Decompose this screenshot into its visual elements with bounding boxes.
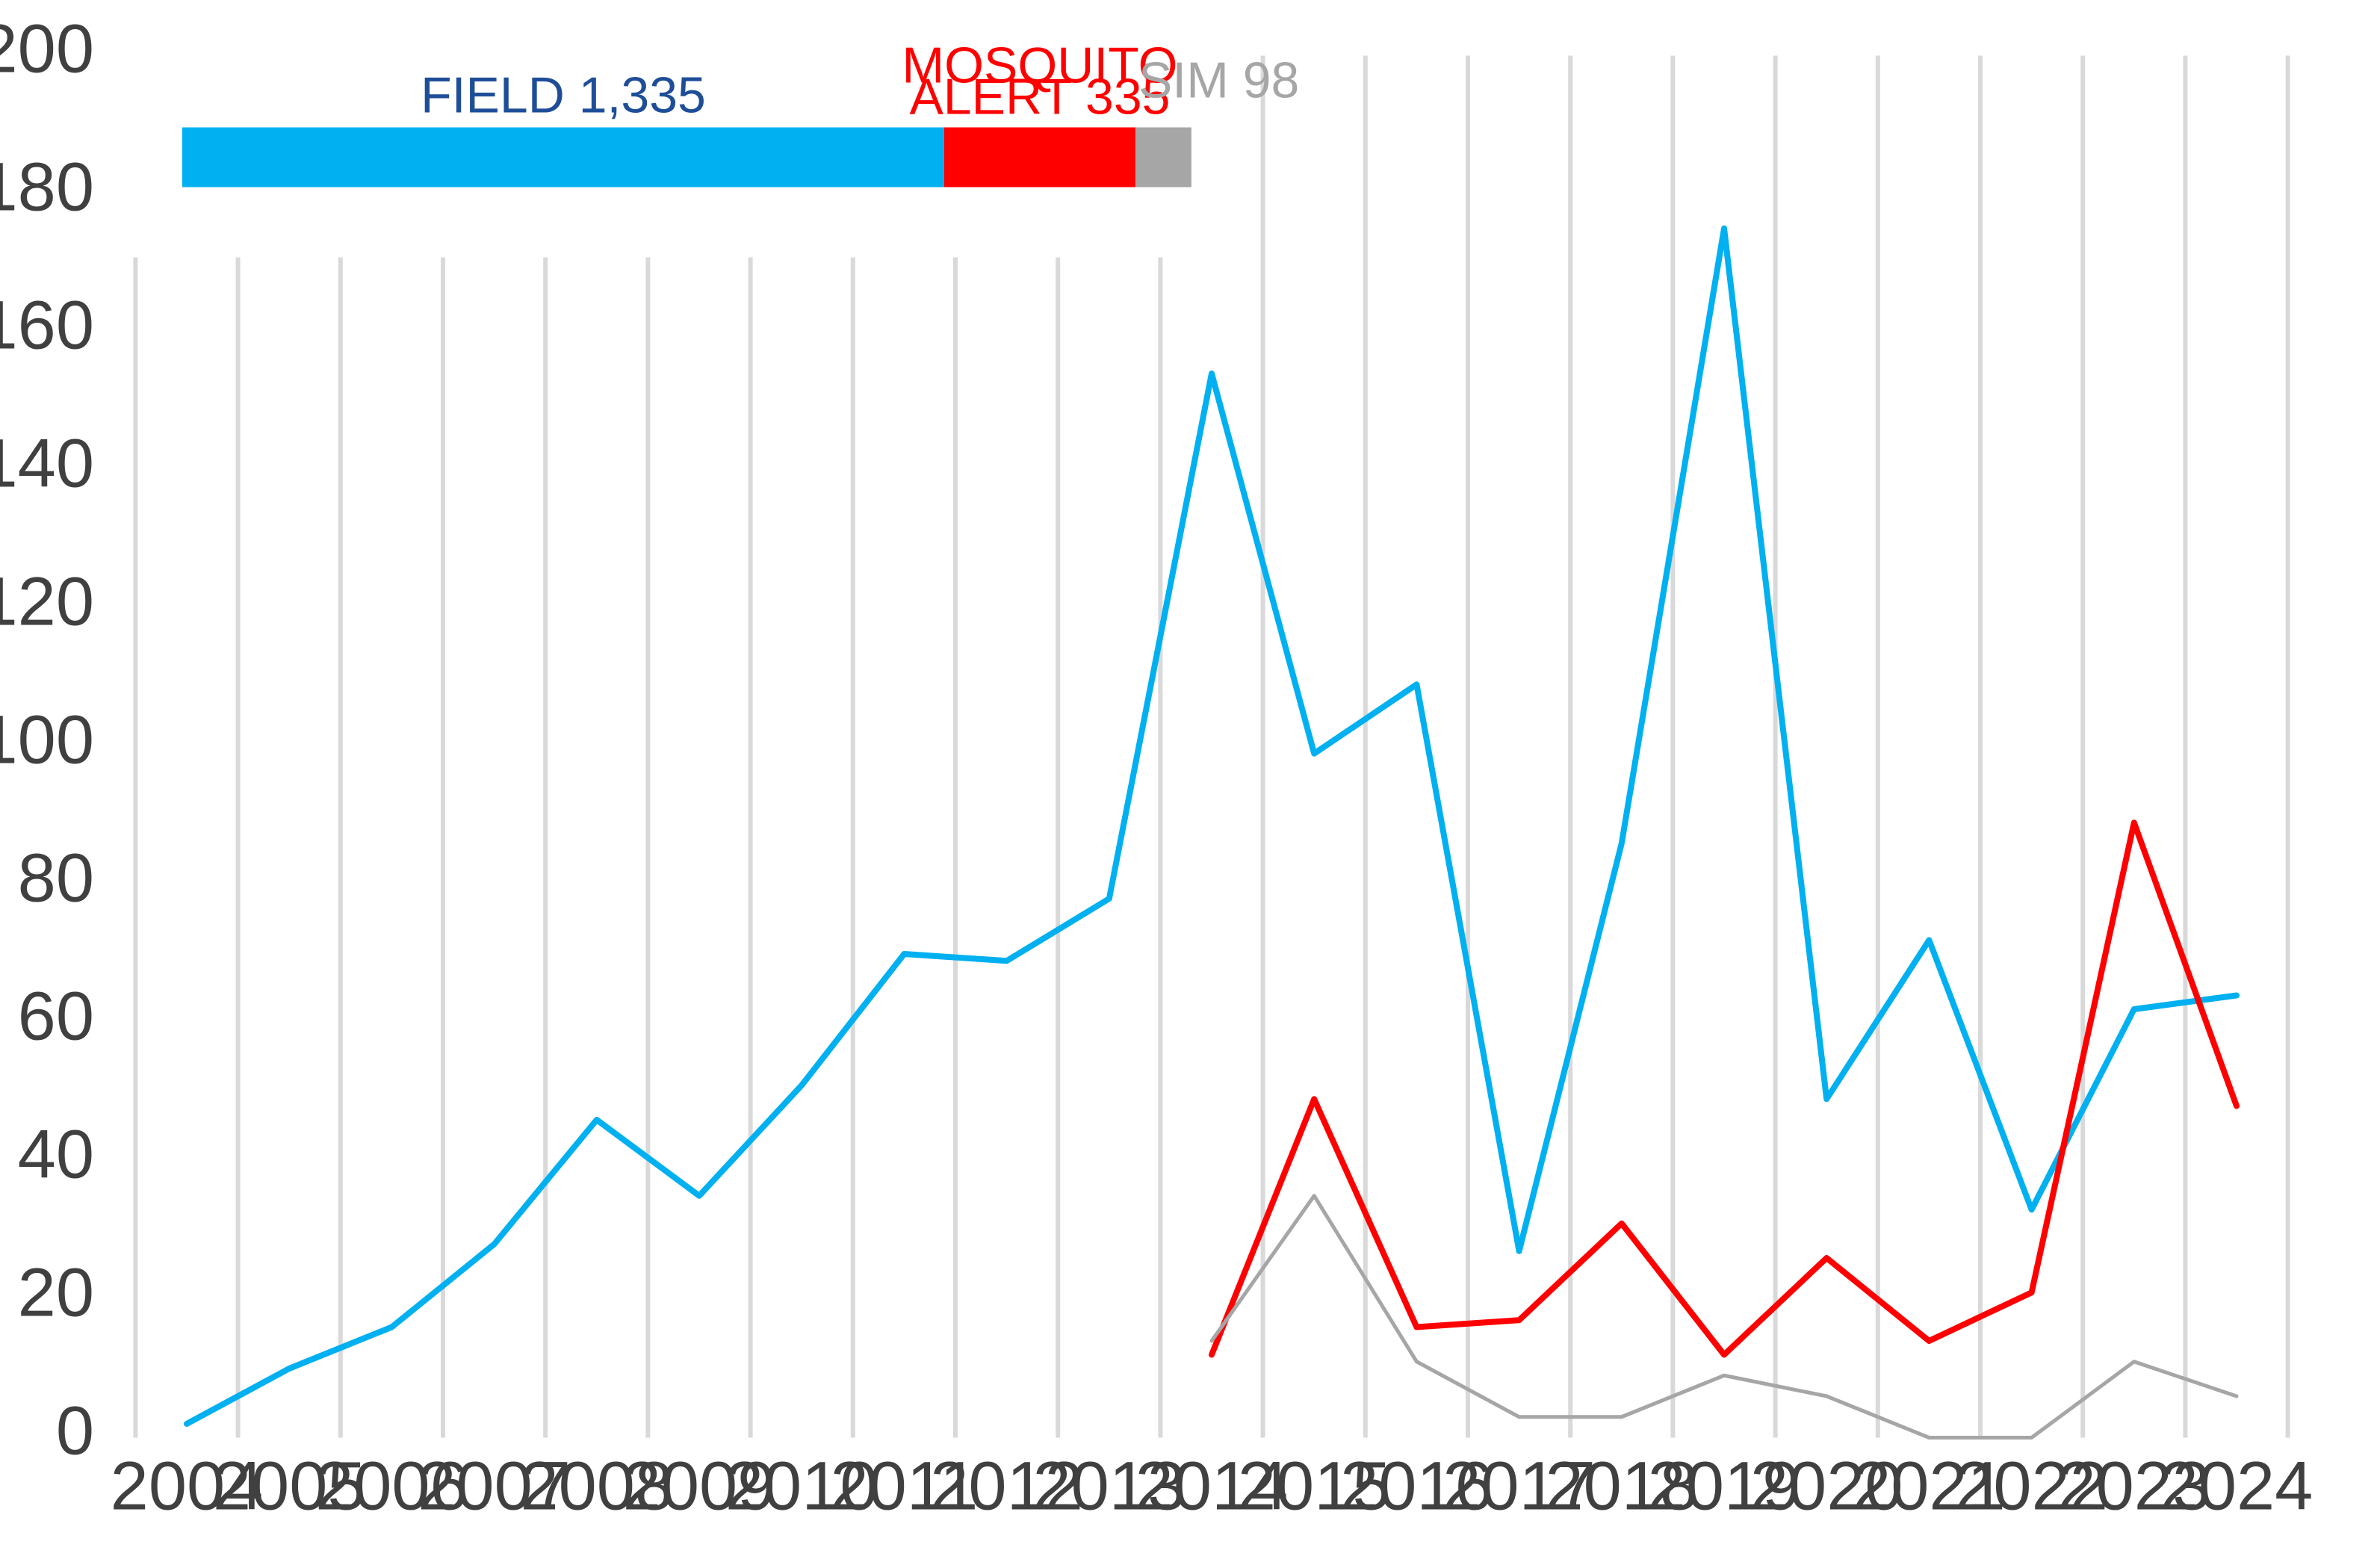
series-line-sim bbox=[1209, 1194, 2239, 1440]
series-line-field bbox=[184, 225, 2240, 1427]
x-tick-label: 2008 bbox=[520, 1448, 673, 1525]
summary-segment-field bbox=[182, 127, 944, 188]
y-tick-label: 0 bbox=[56, 1393, 94, 1469]
y-axis: 0 20 40 60 80 100 120 140 160 180 200 bbox=[0, 11, 94, 1469]
x-axis: 2004200520062007200820092010201120122013… bbox=[111, 1448, 2314, 1525]
x-tick-label: 2009 bbox=[623, 1448, 776, 1525]
y-tick-label: 20 bbox=[18, 1255, 94, 1331]
summary-segment-mosquito-alert bbox=[944, 127, 1135, 188]
y-tick-label: 60 bbox=[18, 979, 94, 1055]
summary-segment-sim bbox=[1135, 127, 1191, 188]
x-tick-label: 2018 bbox=[1545, 1448, 1698, 1525]
summary-label-mosquito-alert: MOSQUITO ALERT 335 bbox=[902, 37, 1177, 125]
y-tick-label: 140 bbox=[0, 426, 94, 502]
summary-label-line: SIM 98 bbox=[1138, 52, 1299, 109]
x-tick-label: 2004 bbox=[111, 1448, 264, 1525]
summary-label-sim: SIM 98 bbox=[1138, 52, 1299, 109]
y-tick-label: 80 bbox=[18, 840, 94, 917]
series-line-mosquito-alert bbox=[1209, 819, 2240, 1358]
x-tick-label: 2020 bbox=[1750, 1448, 1903, 1525]
x-tick-label: 2011 bbox=[830, 1448, 978, 1525]
y-tick-label: 120 bbox=[0, 564, 94, 640]
x-tick-label: 2013 bbox=[1032, 1448, 1186, 1525]
x-tick-label: 2019 bbox=[1648, 1448, 1801, 1525]
y-tick-label: 200 bbox=[0, 11, 94, 87]
x-tick-label: 2022 bbox=[1955, 1448, 2108, 1525]
x-tick-label: 2015 bbox=[1238, 1448, 1391, 1525]
x-tick-label: 2010 bbox=[725, 1448, 878, 1525]
x-tick-label: 2006 bbox=[315, 1448, 468, 1525]
summary-label-line: MOSQUITO bbox=[902, 37, 1177, 94]
x-tick-label: 2021 bbox=[1853, 1448, 2006, 1525]
x-tick-label: 2014 bbox=[1135, 1448, 1289, 1525]
summary-label-line: FIELD 1,335 bbox=[421, 67, 706, 124]
gridlines bbox=[133, 55, 2290, 1438]
y-tick-label: 180 bbox=[0, 149, 94, 226]
x-tick-label: 2023 bbox=[2057, 1448, 2210, 1525]
summary-label-line: ALERT 335 bbox=[909, 69, 1170, 125]
x-tick-label: 2024 bbox=[2160, 1448, 2314, 1525]
x-tick-label: 2012 bbox=[930, 1448, 1083, 1525]
y-tick-label: 40 bbox=[18, 1117, 94, 1193]
y-tick-label: 160 bbox=[0, 288, 94, 364]
x-tick-label: 2017 bbox=[1442, 1448, 1596, 1525]
series-lines bbox=[184, 225, 2240, 1440]
summary-label-field: FIELD 1,335 bbox=[421, 67, 706, 124]
x-tick-label: 2007 bbox=[418, 1448, 571, 1525]
x-tick-label: 2016 bbox=[1340, 1448, 1493, 1525]
y-tick-label: 100 bbox=[0, 702, 94, 778]
x-tick-label: 2005 bbox=[213, 1448, 366, 1525]
